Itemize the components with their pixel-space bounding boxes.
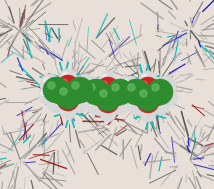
Circle shape <box>64 80 88 104</box>
Circle shape <box>57 89 79 111</box>
Circle shape <box>120 76 140 96</box>
Circle shape <box>48 82 55 89</box>
Circle shape <box>128 82 152 106</box>
Circle shape <box>43 77 69 103</box>
Circle shape <box>52 84 59 91</box>
Circle shape <box>111 97 129 115</box>
Circle shape <box>78 90 94 106</box>
Circle shape <box>135 85 161 111</box>
Circle shape <box>38 88 54 104</box>
Circle shape <box>88 84 95 91</box>
Circle shape <box>104 82 128 106</box>
Circle shape <box>140 106 156 122</box>
Circle shape <box>132 86 139 93</box>
Circle shape <box>99 71 117 89</box>
Circle shape <box>62 72 67 77</box>
Circle shape <box>60 88 67 95</box>
Circle shape <box>68 84 75 91</box>
Circle shape <box>102 74 107 79</box>
Circle shape <box>118 90 134 106</box>
Circle shape <box>142 74 147 79</box>
Circle shape <box>160 80 165 85</box>
Circle shape <box>59 69 77 87</box>
Circle shape <box>88 82 112 106</box>
Circle shape <box>41 91 45 95</box>
Circle shape <box>162 90 178 106</box>
Circle shape <box>74 98 79 103</box>
Circle shape <box>97 91 119 113</box>
Circle shape <box>130 100 135 105</box>
Circle shape <box>122 90 138 106</box>
Circle shape <box>90 100 95 105</box>
Circle shape <box>116 76 136 96</box>
Circle shape <box>128 84 135 91</box>
Circle shape <box>121 93 125 98</box>
Circle shape <box>81 93 85 98</box>
Circle shape <box>107 79 133 105</box>
Circle shape <box>141 81 147 87</box>
Circle shape <box>137 77 159 99</box>
Circle shape <box>50 98 55 103</box>
Circle shape <box>76 74 96 94</box>
Circle shape <box>60 104 76 120</box>
Circle shape <box>114 100 119 105</box>
Circle shape <box>154 100 159 105</box>
Circle shape <box>147 79 173 105</box>
Circle shape <box>140 90 147 97</box>
Circle shape <box>84 80 89 85</box>
Circle shape <box>151 97 169 115</box>
Circle shape <box>80 76 100 96</box>
Circle shape <box>156 76 176 96</box>
Circle shape <box>143 109 147 113</box>
Circle shape <box>61 79 67 85</box>
Circle shape <box>149 86 155 93</box>
Circle shape <box>100 106 116 122</box>
Circle shape <box>67 77 93 103</box>
Circle shape <box>103 109 107 113</box>
Circle shape <box>125 93 129 98</box>
Circle shape <box>61 93 67 99</box>
Circle shape <box>72 82 79 89</box>
Circle shape <box>97 77 119 99</box>
Circle shape <box>123 79 149 105</box>
Circle shape <box>165 93 169 98</box>
Circle shape <box>87 97 105 115</box>
Circle shape <box>120 80 125 85</box>
Circle shape <box>101 95 107 101</box>
Circle shape <box>44 78 49 83</box>
Circle shape <box>137 91 159 113</box>
Circle shape <box>80 78 85 83</box>
Circle shape <box>57 75 79 97</box>
Circle shape <box>108 86 115 93</box>
Circle shape <box>63 107 67 112</box>
Circle shape <box>124 80 129 85</box>
Circle shape <box>40 74 60 94</box>
Circle shape <box>100 90 107 97</box>
Circle shape <box>92 86 99 93</box>
Circle shape <box>48 80 72 104</box>
Circle shape <box>47 95 65 113</box>
Circle shape <box>55 83 81 109</box>
Circle shape <box>82 88 98 104</box>
Circle shape <box>71 95 89 113</box>
Circle shape <box>112 84 119 91</box>
Circle shape <box>83 79 109 105</box>
Circle shape <box>144 82 168 106</box>
Circle shape <box>152 84 159 91</box>
Circle shape <box>101 81 107 87</box>
Circle shape <box>141 95 147 101</box>
Circle shape <box>139 71 157 89</box>
Circle shape <box>85 91 89 95</box>
Circle shape <box>95 85 121 111</box>
Circle shape <box>127 97 145 115</box>
